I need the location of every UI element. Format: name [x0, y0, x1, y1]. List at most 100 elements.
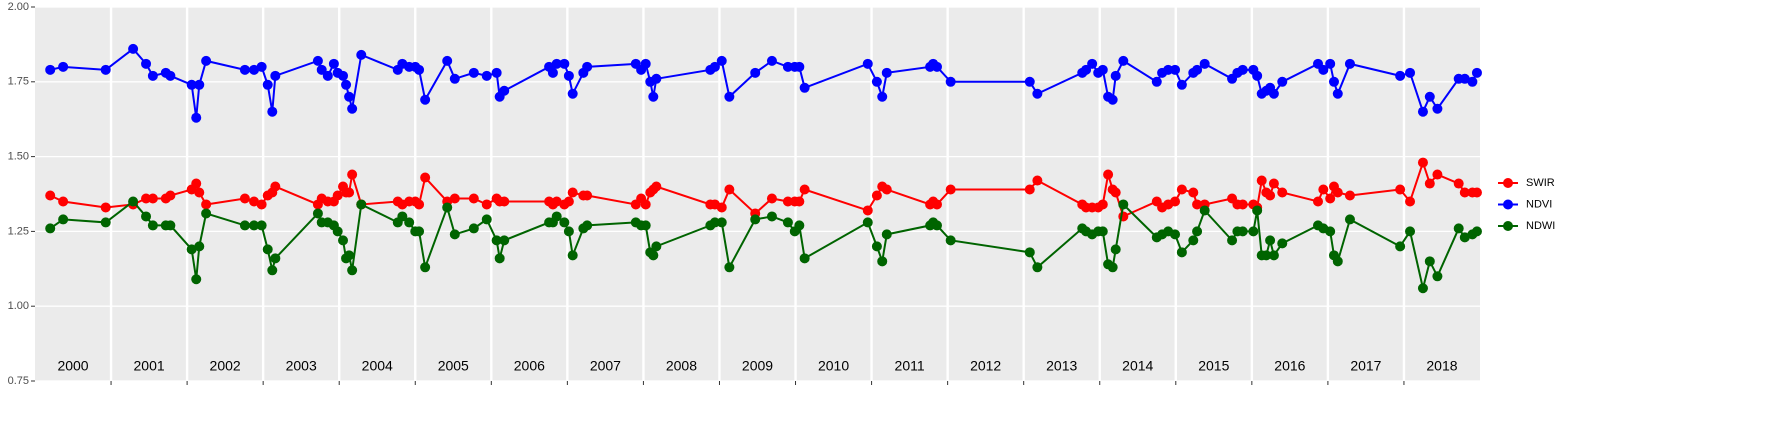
year-label: 2017 [1350, 358, 1381, 374]
point [147, 193, 158, 204]
point [347, 103, 358, 114]
point [1325, 193, 1336, 204]
point [404, 217, 415, 228]
year-label: 2002 [210, 358, 241, 374]
point [1176, 79, 1187, 90]
point [716, 217, 727, 228]
point [344, 250, 355, 261]
point [709, 61, 720, 72]
point [648, 250, 659, 261]
point [582, 61, 593, 72]
point [1325, 226, 1336, 237]
point [881, 67, 892, 78]
point [499, 85, 510, 96]
point [1424, 91, 1435, 102]
point [481, 70, 492, 81]
point [1176, 184, 1187, 195]
point [567, 88, 578, 99]
point [312, 208, 323, 219]
point [1170, 64, 1181, 75]
point [45, 64, 56, 75]
point [563, 196, 574, 207]
point [1163, 64, 1174, 75]
point [256, 220, 267, 231]
point [1032, 88, 1043, 99]
point [794, 61, 805, 72]
point [709, 217, 720, 228]
y-tick-label: 1.25 [8, 225, 29, 237]
point [1097, 199, 1108, 210]
point [724, 91, 735, 102]
point [420, 94, 431, 105]
point [267, 106, 278, 117]
point [640, 220, 651, 231]
point [147, 70, 158, 81]
point [442, 55, 453, 66]
point [194, 241, 205, 252]
point [1024, 184, 1035, 195]
point [58, 214, 69, 225]
point [332, 190, 343, 201]
point [1199, 58, 1210, 69]
point [931, 199, 942, 210]
point [862, 217, 873, 228]
point [551, 211, 562, 222]
point [563, 226, 574, 237]
point [347, 169, 358, 180]
point [499, 235, 510, 246]
point [356, 199, 367, 210]
point [567, 250, 578, 261]
point [1424, 256, 1435, 267]
year-label: 2006 [514, 358, 545, 374]
point [1110, 244, 1121, 255]
point [794, 196, 805, 207]
point [640, 199, 651, 210]
point [165, 70, 176, 81]
point [100, 64, 111, 75]
point [651, 241, 662, 252]
point [582, 190, 593, 201]
point [931, 220, 942, 231]
point [782, 61, 793, 72]
point [1344, 58, 1355, 69]
point [128, 43, 139, 54]
point [239, 64, 250, 75]
point [563, 70, 574, 81]
point [1277, 187, 1288, 198]
year-label: 2000 [57, 358, 88, 374]
point [58, 61, 69, 72]
point [338, 235, 349, 246]
point [165, 190, 176, 201]
point [1110, 70, 1121, 81]
point [468, 193, 479, 204]
point [1332, 256, 1343, 267]
point [862, 58, 873, 69]
y-tick-label: 0.75 [8, 375, 29, 387]
year-label: 2015 [1198, 358, 1229, 374]
point [1024, 76, 1035, 87]
point [871, 190, 882, 201]
point [1277, 76, 1288, 87]
year-label: 2018 [1426, 358, 1457, 374]
year-label: 2010 [818, 358, 849, 374]
point [239, 220, 250, 231]
year-label: 2001 [134, 358, 165, 374]
y-tick-label: 1.75 [8, 76, 29, 88]
point [249, 196, 260, 207]
point [750, 214, 761, 225]
year-label: 2007 [590, 358, 621, 374]
point [449, 73, 460, 84]
point [100, 202, 111, 213]
point [551, 196, 562, 207]
point [1107, 94, 1118, 105]
point [322, 70, 333, 81]
point [1453, 178, 1464, 189]
point [191, 274, 202, 285]
point [414, 64, 425, 75]
point [270, 253, 281, 264]
point [147, 220, 158, 231]
point [1453, 223, 1464, 234]
point [1032, 262, 1043, 273]
point [481, 199, 492, 210]
